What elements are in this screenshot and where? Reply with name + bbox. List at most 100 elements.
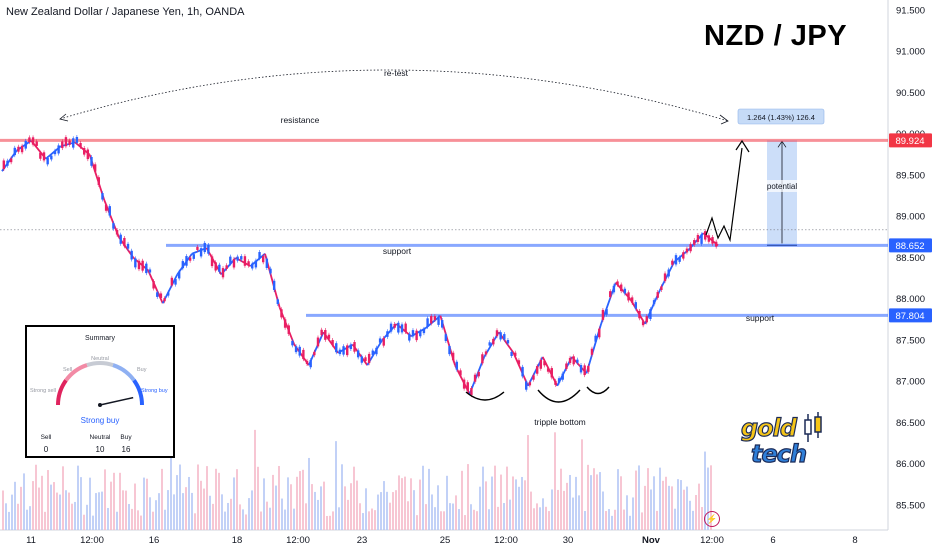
gauge-label: Strong buy [141,388,168,394]
candle-body [367,353,371,364]
volume-bar [590,475,592,530]
volume-bar [248,498,250,530]
neutral-count: Neutral 10 [83,434,117,454]
candle-body [148,269,152,273]
candle-body [671,260,674,265]
candle-body [645,316,648,323]
volume-bar [284,509,286,530]
gauge-segment [112,363,136,382]
volume-bar [62,466,64,530]
candle-body [539,359,543,369]
candle-body [652,300,656,305]
potential-label-bg [763,180,801,192]
candle-body [495,330,499,337]
candle-body [360,356,364,363]
candle-body [517,360,521,365]
candle-body [477,371,480,377]
x-tick-label: 8 [852,535,857,546]
candle-body [514,352,517,357]
candle-body [112,223,115,229]
technical-summary-panel: Summary Strong sell Sell Neutral Buy Strong … [25,325,175,458]
volume-bar [521,476,523,530]
candle-body [638,310,641,319]
candle-body [459,370,462,376]
x-tick-label: 12:00 [80,535,104,546]
candle-body [353,342,356,352]
volume-bar [338,507,340,530]
volume-bar [659,467,661,530]
candle-body [590,348,594,355]
volume-bar [389,502,391,530]
volume-bar [620,476,622,530]
volume-bar [320,486,322,530]
candle-body [554,380,557,385]
candle-body [557,378,561,383]
candle-body [382,337,385,346]
x-tick-label: Nov [642,535,661,546]
volume-bar [563,490,565,530]
candle-body [700,234,703,244]
measure-label: 1.264 (1.43%) 126.4 [747,113,815,122]
neutral-count-label: Neutral [89,434,111,441]
candle-body [601,309,605,320]
volume-bar [53,482,55,530]
candle-body [214,262,217,271]
candle-body [188,257,192,261]
volume-bar [353,466,355,530]
volume-bar [704,451,706,530]
volume-bar [491,476,493,530]
price-segment [176,253,193,275]
summary-title: Summary [85,335,115,342]
candle-body [126,243,130,249]
candle-body [156,292,159,297]
candle-body [2,160,6,170]
candle-body [521,366,524,377]
sell-count: Sell 0 [29,434,63,454]
volume-bar [371,508,373,530]
volume-bar [599,472,601,530]
volume-bar [38,487,40,530]
volume-bar [197,464,199,530]
volume-bar [575,476,577,530]
volume-bar [674,508,676,530]
volume-bar [41,475,43,530]
volume-bar [287,477,289,530]
candle-body [9,158,13,163]
volume-bar [65,490,67,530]
volume-bar [17,503,19,530]
volume-bar [455,495,457,530]
candle-body [225,265,228,269]
candle-body [356,350,360,358]
volume-bar [335,441,337,530]
volume-bar [458,509,460,530]
lightning-icon[interactable]: ⚡ [704,511,720,527]
x-tick-label: 18 [232,535,243,546]
y-tick-label: 91.500 [896,5,925,16]
volume-bar [266,501,268,530]
volume-bar [59,494,61,530]
candle-body [714,241,718,247]
pair-title: NZD / JPY [704,20,848,52]
volume-bar [554,432,556,530]
volume-bar [113,472,115,530]
volume-bar [638,465,640,530]
retest-arc [59,69,729,122]
price-level-tag-text: 88.652 [895,241,924,252]
summary-gauge: Strong sell Sell Neutral Buy Strong buy [30,356,168,407]
candle-body [6,160,9,166]
y-tick-label: 88.000 [896,294,925,305]
volume-bar [605,511,607,530]
volume-bar [224,511,226,530]
candle-body [550,368,553,378]
candle-body [247,261,250,266]
candle-body [305,360,309,364]
volume-bar [500,474,502,530]
candle-body [572,356,575,365]
candle-body [561,373,564,380]
volume-bar [173,494,175,530]
x-tick-label: 30 [563,535,574,546]
volume-bar [452,503,454,530]
sell-count-label: Sell [40,434,52,441]
